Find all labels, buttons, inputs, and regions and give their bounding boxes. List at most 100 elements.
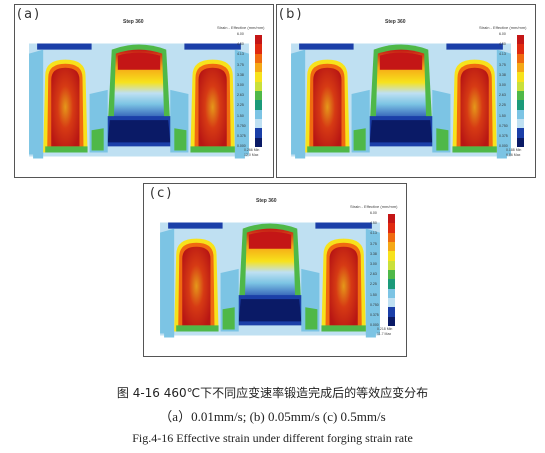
panel-label: (a) [17,7,42,22]
colorbar-segment [388,260,395,271]
colorbar-tick-label: 3.75 [237,62,244,67]
colorbar-tick-label: 2.63 [499,93,506,98]
colorbar-tick-label: 6.00 [237,32,244,36]
colorbar-segment [517,128,524,139]
colorbar-tick-label: 0.000 [499,144,508,148]
min-label: 0.188 Min [506,148,522,152]
colorbar-segment [255,44,262,55]
colorbar-segment [255,109,262,120]
colorbar-tick-label: 2.63 [237,93,244,98]
colorbar-segment [255,100,262,111]
strain-contour-plot [23,33,255,165]
step-label: Step 360 [385,19,406,25]
max-label: 11.7 Max [377,332,392,336]
colorbar-labels: 6.00 4.50 4.13 3.75 3.38 3.00 2.63 2.25 1.50 0.75… [237,32,256,147]
min-max-labels: 0.266 Min 12.0 Max [244,148,259,158]
colorbar-title: Strain - Effective (mm/mm) [217,25,265,30]
colorbar [388,214,395,327]
colorbar-labels: 6.00 4.50 4.13 3.75 3.38 3.00 2.63 2.25 1.50 0.75… [370,211,389,326]
colorbar-segment [388,279,395,290]
colorbar-tick-label: 3.75 [499,62,506,67]
colorbar-segment [517,63,524,73]
max-label: 9.86 Max [506,153,521,157]
colorbar-segment [517,91,524,101]
colorbar-segment [255,137,262,148]
strain-contour-plot [285,33,517,165]
colorbar-segment [388,251,395,262]
colorbar-tick-label: 2.25 [499,103,506,108]
step-label: Step 360 [256,198,277,204]
colorbar-tick-label: 4.13 [237,52,244,57]
figure-caption-english: Fig.4-16 Effective strain under differen… [132,431,413,445]
colorbar [255,35,262,148]
min-label: 0.218 Min [377,327,393,331]
colorbar-segment [255,53,262,64]
colorbar-tick-label: 4.50 [370,221,377,226]
figure-caption-chinese: 图 4-16 460℃下不同应变速率锻造完成后的等效应变分布 [116,386,429,400]
colorbar-tick-label: 1.50 [499,113,506,118]
colorbar-segment [255,81,262,92]
colorbar-tick-label: 2.63 [370,272,377,277]
colorbar-tick-label: 0.375 [370,312,379,317]
colorbar-segment [388,223,395,234]
colorbar-tick-label: 3.75 [370,241,377,246]
colorbar-tick-label: 4.13 [370,231,377,236]
step-label: Step 360 [123,19,144,25]
colorbar-tick-label: 0.000 [370,323,379,327]
panel-label: (b) [279,7,304,22]
colorbar-segment [517,72,524,83]
colorbar-tick-label: 1.50 [237,113,244,118]
colorbar-segment [388,298,395,308]
colorbar-segment [255,63,262,73]
colorbar-tick-label: 0.375 [499,133,508,138]
colorbar-segment [517,81,524,92]
min-max-labels: 0.188 Min 9.86 Max [506,148,521,158]
colorbar-tick-label: 6.00 [370,211,377,215]
colorbar-title: Strain - Effective (mm/mm) [350,204,398,209]
colorbar-tick-label: 0.375 [237,133,246,138]
panel-c: (c) Step 360 Strain - Effective (mm/mm) … [143,183,407,357]
colorbar-tick-label: 4.50 [237,42,244,47]
colorbar-tick-label: 0.750 [499,123,508,128]
min-max-labels: 0.218 Min 11.7 Max [377,327,392,337]
colorbar-title: Strain - Effective (mm/mm) [479,25,527,30]
colorbar-segment [388,270,395,280]
colorbar-tick-label: 4.50 [499,42,506,47]
max-label: 12.0 Max [244,153,259,157]
colorbar-segment [388,242,395,252]
colorbar-tick-label: 1.50 [370,292,377,297]
colorbar-tick-label: 3.00 [370,261,377,266]
colorbar-segment [517,44,524,55]
colorbar-tick-label: 0.750 [237,123,246,128]
colorbar-segment [255,91,262,101]
panel-a: (a) Step 360 Strain - Effective (mm/mm) … [14,4,274,178]
colorbar-segment [517,137,524,148]
colorbar-segment [255,72,262,83]
colorbar-tick-label: 6.00 [499,32,506,36]
colorbar-tick-label: 0.750 [370,302,379,307]
colorbar-tick-label: 3.38 [499,72,506,77]
colorbar-tick-label: 4.13 [499,52,506,57]
figure-subcaption: （a）0.01mm/s; (b) 0.05mm/s (c) 0.5mm/s [159,409,386,424]
colorbar-tick-label: 0.000 [237,144,246,148]
colorbar-tick-label: 3.00 [499,82,506,87]
colorbar-labels: 6.00 4.50 4.13 3.75 3.38 3.00 2.63 2.25 1.50 0.75… [499,32,518,147]
colorbar-tick-label: 3.00 [237,82,244,87]
colorbar-segment [388,232,395,243]
colorbar-segment [517,100,524,111]
colorbar-segment [255,128,262,139]
min-label: 0.266 Min [244,148,260,152]
colorbar [517,35,524,148]
strain-contour-plot [154,212,386,344]
colorbar-segment [517,109,524,120]
colorbar-tick-label: 3.38 [237,72,244,77]
panel-b: (b) Step 360 Strain - Effective (mm/mm) … [276,4,536,178]
colorbar-segment [388,316,395,327]
colorbar-segment [388,307,395,318]
colorbar-segment [255,35,262,45]
colorbar-segment [517,35,524,45]
colorbar-tick-label: 2.25 [237,103,244,108]
colorbar-segment [517,53,524,64]
panel-label: (c) [150,186,174,201]
colorbar-tick-label: 2.25 [370,282,377,287]
